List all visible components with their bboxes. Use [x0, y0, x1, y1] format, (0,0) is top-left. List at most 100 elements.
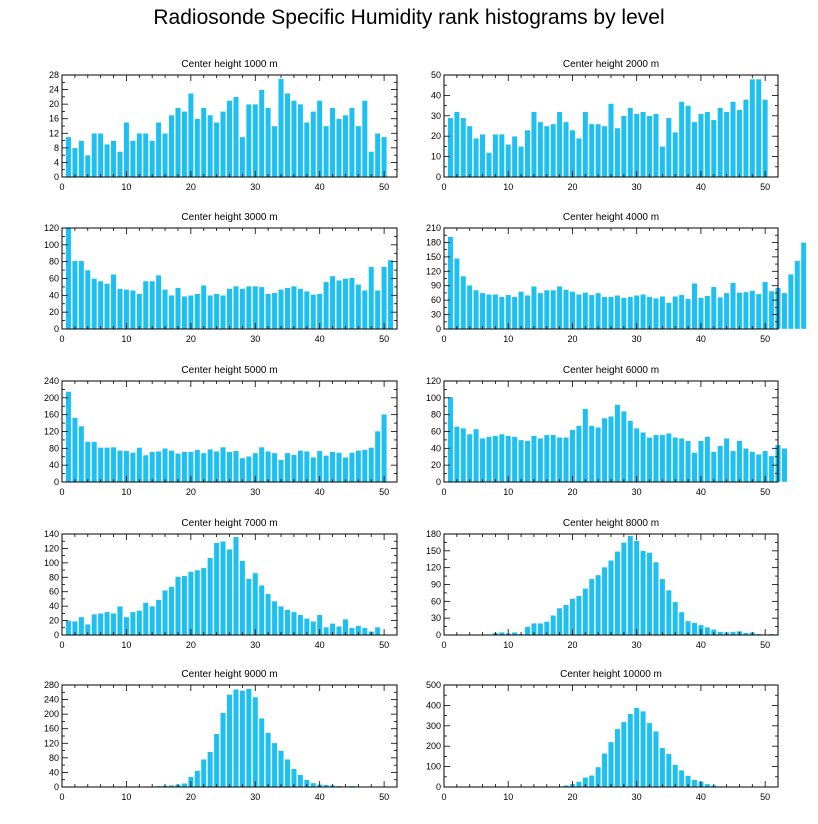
histogram-bar — [787, 273, 794, 330]
histogram-bar — [291, 454, 297, 483]
panel-3: Center height 3000 m 0 10 20 30 40 50 0 20 40 60 80… — [44, 212, 398, 344]
histogram-bar — [162, 590, 168, 636]
histogram-bar — [575, 781, 582, 788]
histogram-bar — [627, 713, 634, 788]
histogram-bar — [575, 294, 582, 330]
histogram-bar — [226, 288, 233, 330]
histogram-bar — [749, 451, 756, 483]
y-tick-label: 180 — [426, 237, 441, 247]
histogram-bar — [518, 439, 524, 483]
histogram-bar — [297, 774, 304, 788]
histogram-bar — [620, 297, 627, 330]
histogram-bar — [110, 446, 117, 483]
histogram-bar — [129, 611, 136, 636]
histogram-bar — [348, 627, 355, 636]
y-tick-label: 150 — [426, 546, 441, 556]
histogram-bar — [207, 448, 214, 483]
histogram-bar — [543, 434, 550, 483]
histogram-bar — [466, 433, 473, 483]
histogram-bar — [297, 450, 304, 483]
histogram-bar — [129, 140, 136, 178]
histogram-bar — [588, 578, 595, 636]
histogram-bar — [608, 560, 614, 636]
histogram-bar — [653, 434, 659, 483]
histogram-bar — [213, 542, 220, 636]
y-tick-label: 0 — [54, 630, 59, 640]
histogram-bar — [91, 278, 98, 330]
page-title: Radiosonde Specific Humidity rank histog… — [153, 6, 665, 29]
histogram-bar — [361, 449, 368, 483]
histogram-bar — [265, 593, 272, 636]
histogram-bar — [453, 111, 460, 178]
histogram-bar — [136, 133, 143, 178]
histogram-bar — [653, 113, 659, 178]
histogram-bar — [71, 147, 78, 178]
histogram-bar — [717, 107, 724, 178]
y-tick-label: 30 — [431, 613, 441, 623]
histogram-bar — [620, 411, 627, 483]
histogram-bar — [742, 291, 749, 330]
histogram-bar — [342, 456, 349, 483]
y-tick-label: 20 — [49, 616, 59, 626]
y-tick-label: 0 — [436, 172, 441, 182]
histogram-bar — [142, 280, 149, 330]
histogram-bar — [310, 456, 317, 483]
y-tick-label: 120 — [44, 427, 59, 437]
x-tick-label: 40 — [315, 182, 325, 192]
histogram-bar — [736, 109, 743, 178]
y-tick-label: 100 — [426, 762, 441, 772]
histogram-bar — [142, 133, 149, 178]
x-tick-label: 50 — [379, 182, 389, 192]
y-tick-label: 28 — [49, 70, 59, 80]
histogram-bar — [162, 133, 168, 178]
panel-8: Center height 8000 m 0 10 20 30 40 50 0 30 60 90 12… — [426, 518, 781, 650]
x-tick-label: 0 — [441, 792, 446, 802]
histogram-bar — [65, 620, 72, 636]
y-tick-label: 400 — [426, 700, 441, 710]
histogram-bar — [291, 285, 297, 330]
histogram-bar — [142, 454, 149, 483]
histogram-bar — [220, 295, 226, 330]
x-tick-label: 20 — [186, 182, 196, 192]
y-tick-label: 120 — [426, 376, 441, 386]
histogram-bar — [381, 266, 388, 330]
x-tick-label: 10 — [503, 792, 513, 802]
histogram-bar — [742, 99, 749, 178]
histogram-bar — [258, 446, 265, 483]
panel-title: Center height 6000 m — [563, 365, 659, 376]
histogram-bar — [736, 292, 743, 330]
histogram-bar — [640, 710, 647, 788]
panel-10: Center height 10000 m0 10 20 30 40 5001002003… — [426, 669, 779, 802]
y-tick-label: 80 — [49, 443, 59, 453]
y-tick-label: 30 — [431, 310, 441, 320]
y-tick-label: 0 — [54, 172, 59, 182]
histogram-bar — [336, 118, 342, 178]
x-tick-label: 0 — [59, 182, 64, 192]
histogram-bar — [466, 125, 473, 178]
x-tick-label: 30 — [250, 182, 260, 192]
histogram-bar — [575, 425, 582, 483]
histogram-bar — [65, 136, 72, 178]
histogram-bar — [582, 111, 589, 178]
x-tick-label: 10 — [121, 334, 131, 344]
histogram-bar — [245, 578, 252, 636]
histogram-bar — [550, 434, 557, 483]
histogram-bar — [563, 289, 569, 330]
y-tick-label: 20 — [431, 460, 441, 470]
y-tick-label: 500 — [426, 680, 441, 690]
histogram-bar — [691, 622, 698, 636]
histogram-bar — [665, 753, 672, 788]
histogram-bar — [258, 585, 265, 636]
histogram-bar — [316, 100, 323, 178]
histogram-bar — [213, 122, 220, 178]
histogram-bar — [323, 626, 330, 636]
histogram-bar — [284, 93, 291, 178]
histogram-bar — [479, 133, 486, 178]
x-tick-label: 30 — [632, 792, 642, 802]
histogram-bar — [524, 440, 531, 483]
histogram-bar — [303, 122, 310, 178]
histogram-bar — [627, 535, 634, 636]
histogram-bar — [531, 285, 537, 330]
histogram-bar — [486, 294, 492, 330]
histogram-bar — [181, 451, 188, 483]
